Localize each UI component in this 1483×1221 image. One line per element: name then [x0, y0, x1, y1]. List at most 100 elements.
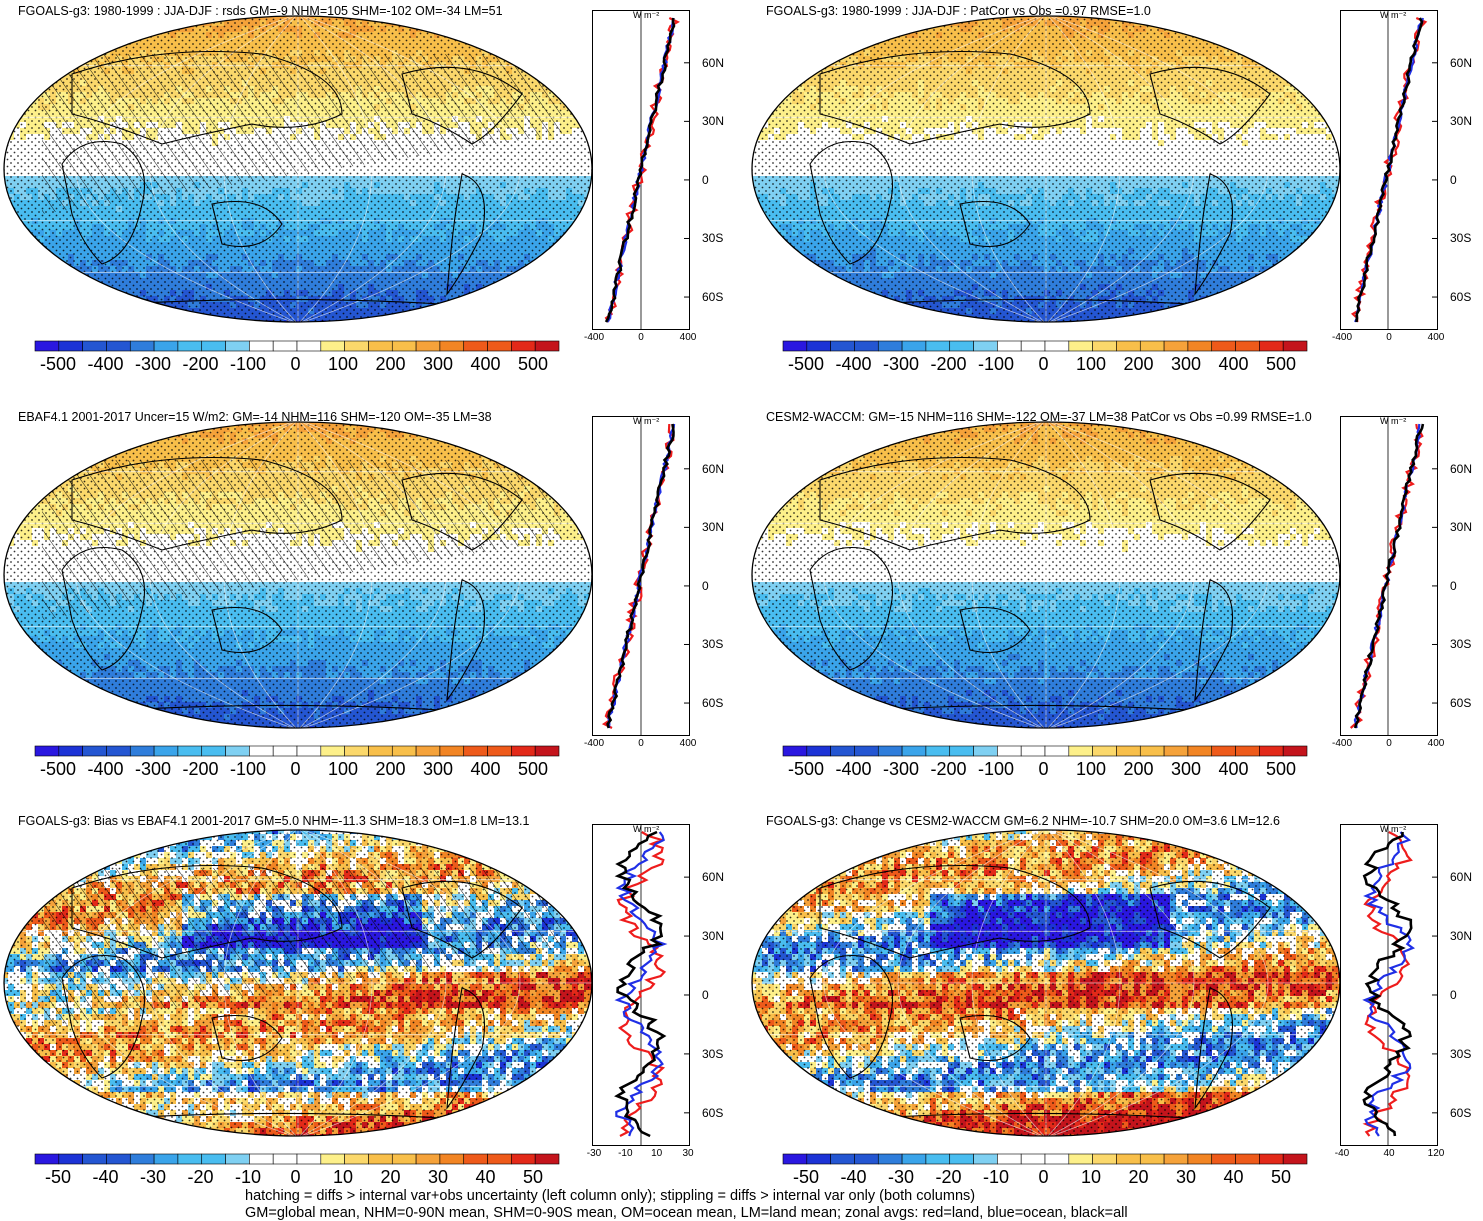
colorbar-swatch: [782, 340, 808, 352]
colorbar-swatch: [1020, 745, 1046, 757]
colorbar-swatch: [296, 1153, 322, 1165]
zonal-unit: W m⁻²: [1380, 10, 1406, 21]
latitude-label: 30N: [702, 114, 724, 128]
colorbar-swatch: [1020, 1153, 1046, 1165]
colorbar-swatch: [58, 340, 83, 352]
colorbar-swatch: [153, 745, 179, 757]
colorbar-label: -500: [788, 354, 824, 375]
footer-line-2: GM=global mean, NHM=0-90N mean, SHM=0-90…: [245, 1205, 1128, 1221]
panel-title: FGOALS-g3: 1980-1999 : JJA-DJF : PatCor …: [766, 4, 1151, 18]
colorbar-swatch: [1163, 1153, 1189, 1165]
colorbar-label: 100: [1076, 354, 1106, 375]
colorbar-swatch: [1259, 1153, 1284, 1165]
colorbar-swatch: [391, 745, 417, 757]
colorbar-swatch: [830, 1153, 855, 1165]
colorbar-swatch: [439, 745, 465, 757]
zonal-unit: W m⁻²: [633, 416, 659, 427]
colorbar-swatch: [1044, 340, 1070, 352]
zonal-unit: W m⁻²: [1380, 824, 1406, 835]
colorbar-label: 200: [375, 354, 405, 375]
colorbar-swatch: [487, 745, 512, 757]
latitude-label: 30N: [1450, 114, 1472, 128]
colorbar-swatch: [249, 1153, 274, 1165]
colorbar-swatch: [901, 1153, 927, 1165]
colorbar-swatch: [82, 1153, 107, 1165]
colorbar-swatch: [272, 340, 298, 352]
zonal-mean-plot: [1340, 416, 1438, 736]
colorbar: [782, 745, 1308, 757]
colorbar-swatch: [272, 745, 298, 757]
colorbar-swatch: [806, 1153, 831, 1165]
colorbar-swatch: [1187, 1153, 1213, 1165]
latitude-label: 60N: [702, 462, 724, 476]
colorbar: [34, 340, 560, 352]
colorbar-label: -30: [140, 1167, 166, 1188]
colorbar-label: 20: [1128, 1167, 1148, 1188]
map-panel: [3, 15, 593, 323]
colorbar-label: -100: [230, 354, 266, 375]
colorbar-swatch: [901, 340, 927, 352]
panel-title: FGOALS-g3: 1980-1999 : JJA-DJF : rsds GM…: [18, 4, 503, 18]
colorbar-swatch: [1020, 340, 1046, 352]
colorbar-label: 300: [1171, 354, 1201, 375]
colorbar-swatch: [830, 340, 855, 352]
colorbar-swatch: [854, 745, 879, 757]
zonal-mean-plot: [1340, 824, 1438, 1146]
colorbar-label: 400: [470, 759, 500, 780]
colorbar-swatch: [1163, 340, 1189, 352]
all-zonal-line: [606, 423, 675, 729]
colorbar-swatch: [973, 340, 998, 352]
colorbar-label: -20: [187, 1167, 213, 1188]
colorbar-label: 500: [1266, 354, 1296, 375]
colorbar-label: -10: [983, 1167, 1009, 1188]
colorbar-swatch: [463, 745, 488, 757]
zonal-mean-plot: [1340, 10, 1438, 330]
latitude-label: 60S: [702, 696, 723, 710]
colorbar-swatch: [58, 745, 83, 757]
colorbar-swatch: [511, 1153, 536, 1165]
zonal-xtick-label: -30: [587, 1148, 601, 1159]
colorbar-swatch: [973, 745, 998, 757]
colorbar-swatch: [439, 1153, 465, 1165]
colorbar-swatch: [391, 1153, 417, 1165]
colorbar-swatch: [1235, 340, 1260, 352]
latitude-label: 0: [702, 173, 709, 187]
zonal-xtick-label: 0: [638, 738, 644, 749]
colorbar-swatch: [534, 340, 560, 352]
colorbar-swatch: [1187, 745, 1213, 757]
colorbar-swatch: [973, 1153, 998, 1165]
latitude-label: 60N: [1450, 56, 1472, 70]
colorbar-swatch: [344, 745, 369, 757]
colorbar-swatch: [106, 1153, 131, 1165]
map-panel: [751, 15, 1341, 323]
ocean-zonal-line: [614, 831, 668, 1137]
colorbar-label: -200: [182, 759, 218, 780]
colorbar-label: 400: [1218, 354, 1248, 375]
zonal-unit: W m⁻²: [633, 10, 659, 21]
latitude-label: 30S: [702, 1047, 723, 1061]
colorbar-label: -400: [835, 354, 871, 375]
latitude-label: 60N: [1450, 870, 1472, 884]
colorbar-swatch: [1139, 1153, 1165, 1165]
colorbar-swatch: [201, 1153, 226, 1165]
all-zonal-line: [604, 17, 676, 323]
colorbar-swatch: [1282, 340, 1308, 352]
map-panel: [751, 421, 1341, 729]
colorbar-label: 300: [423, 354, 453, 375]
colorbar-swatch: [1116, 745, 1141, 757]
colorbar-swatch: [1139, 745, 1165, 757]
colorbar-swatch: [925, 340, 951, 352]
all-zonal-line: [614, 830, 667, 1138]
colorbar-swatch: [1092, 745, 1117, 757]
colorbar-label: -200: [930, 354, 966, 375]
latitude-label: 30S: [702, 231, 723, 245]
colorbar-swatch: [1163, 745, 1189, 757]
colorbar-swatch: [511, 340, 536, 352]
zonal-mean-plot: [592, 824, 690, 1146]
colorbar-label: 300: [1171, 759, 1201, 780]
colorbar-swatch: [949, 1153, 974, 1165]
zonal-mean-plot: [592, 416, 690, 736]
colorbar-swatch: [320, 340, 345, 352]
colorbar-swatch: [830, 745, 855, 757]
colorbar-label: -200: [930, 759, 966, 780]
